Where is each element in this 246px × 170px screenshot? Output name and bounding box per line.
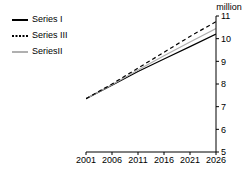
svg-text:2001: 2001	[76, 155, 96, 165]
svg-text:2011: 2011	[128, 155, 147, 165]
svg-text:5: 5	[221, 147, 226, 157]
svg-text:6: 6	[221, 125, 226, 135]
html-text:SeriesII: SeriesII	[32, 46, 63, 57]
svg-text:2006: 2006	[102, 155, 122, 165]
svg-text:11: 11	[221, 11, 230, 21]
html-text:Series I: Series I	[32, 14, 63, 25]
svg-text:8: 8	[221, 79, 226, 89]
svg-text:2016: 2016	[154, 155, 174, 165]
svg-text:2021: 2021	[180, 155, 200, 165]
svg-text:7: 7	[221, 102, 226, 112]
svg-text:9: 9	[221, 57, 226, 67]
svg-text:10: 10	[221, 34, 231, 44]
svg-text:million: million	[216, 2, 238, 12]
html-text:Series III: Series III	[32, 30, 68, 41]
svg-text:2026: 2026	[206, 155, 226, 166]
